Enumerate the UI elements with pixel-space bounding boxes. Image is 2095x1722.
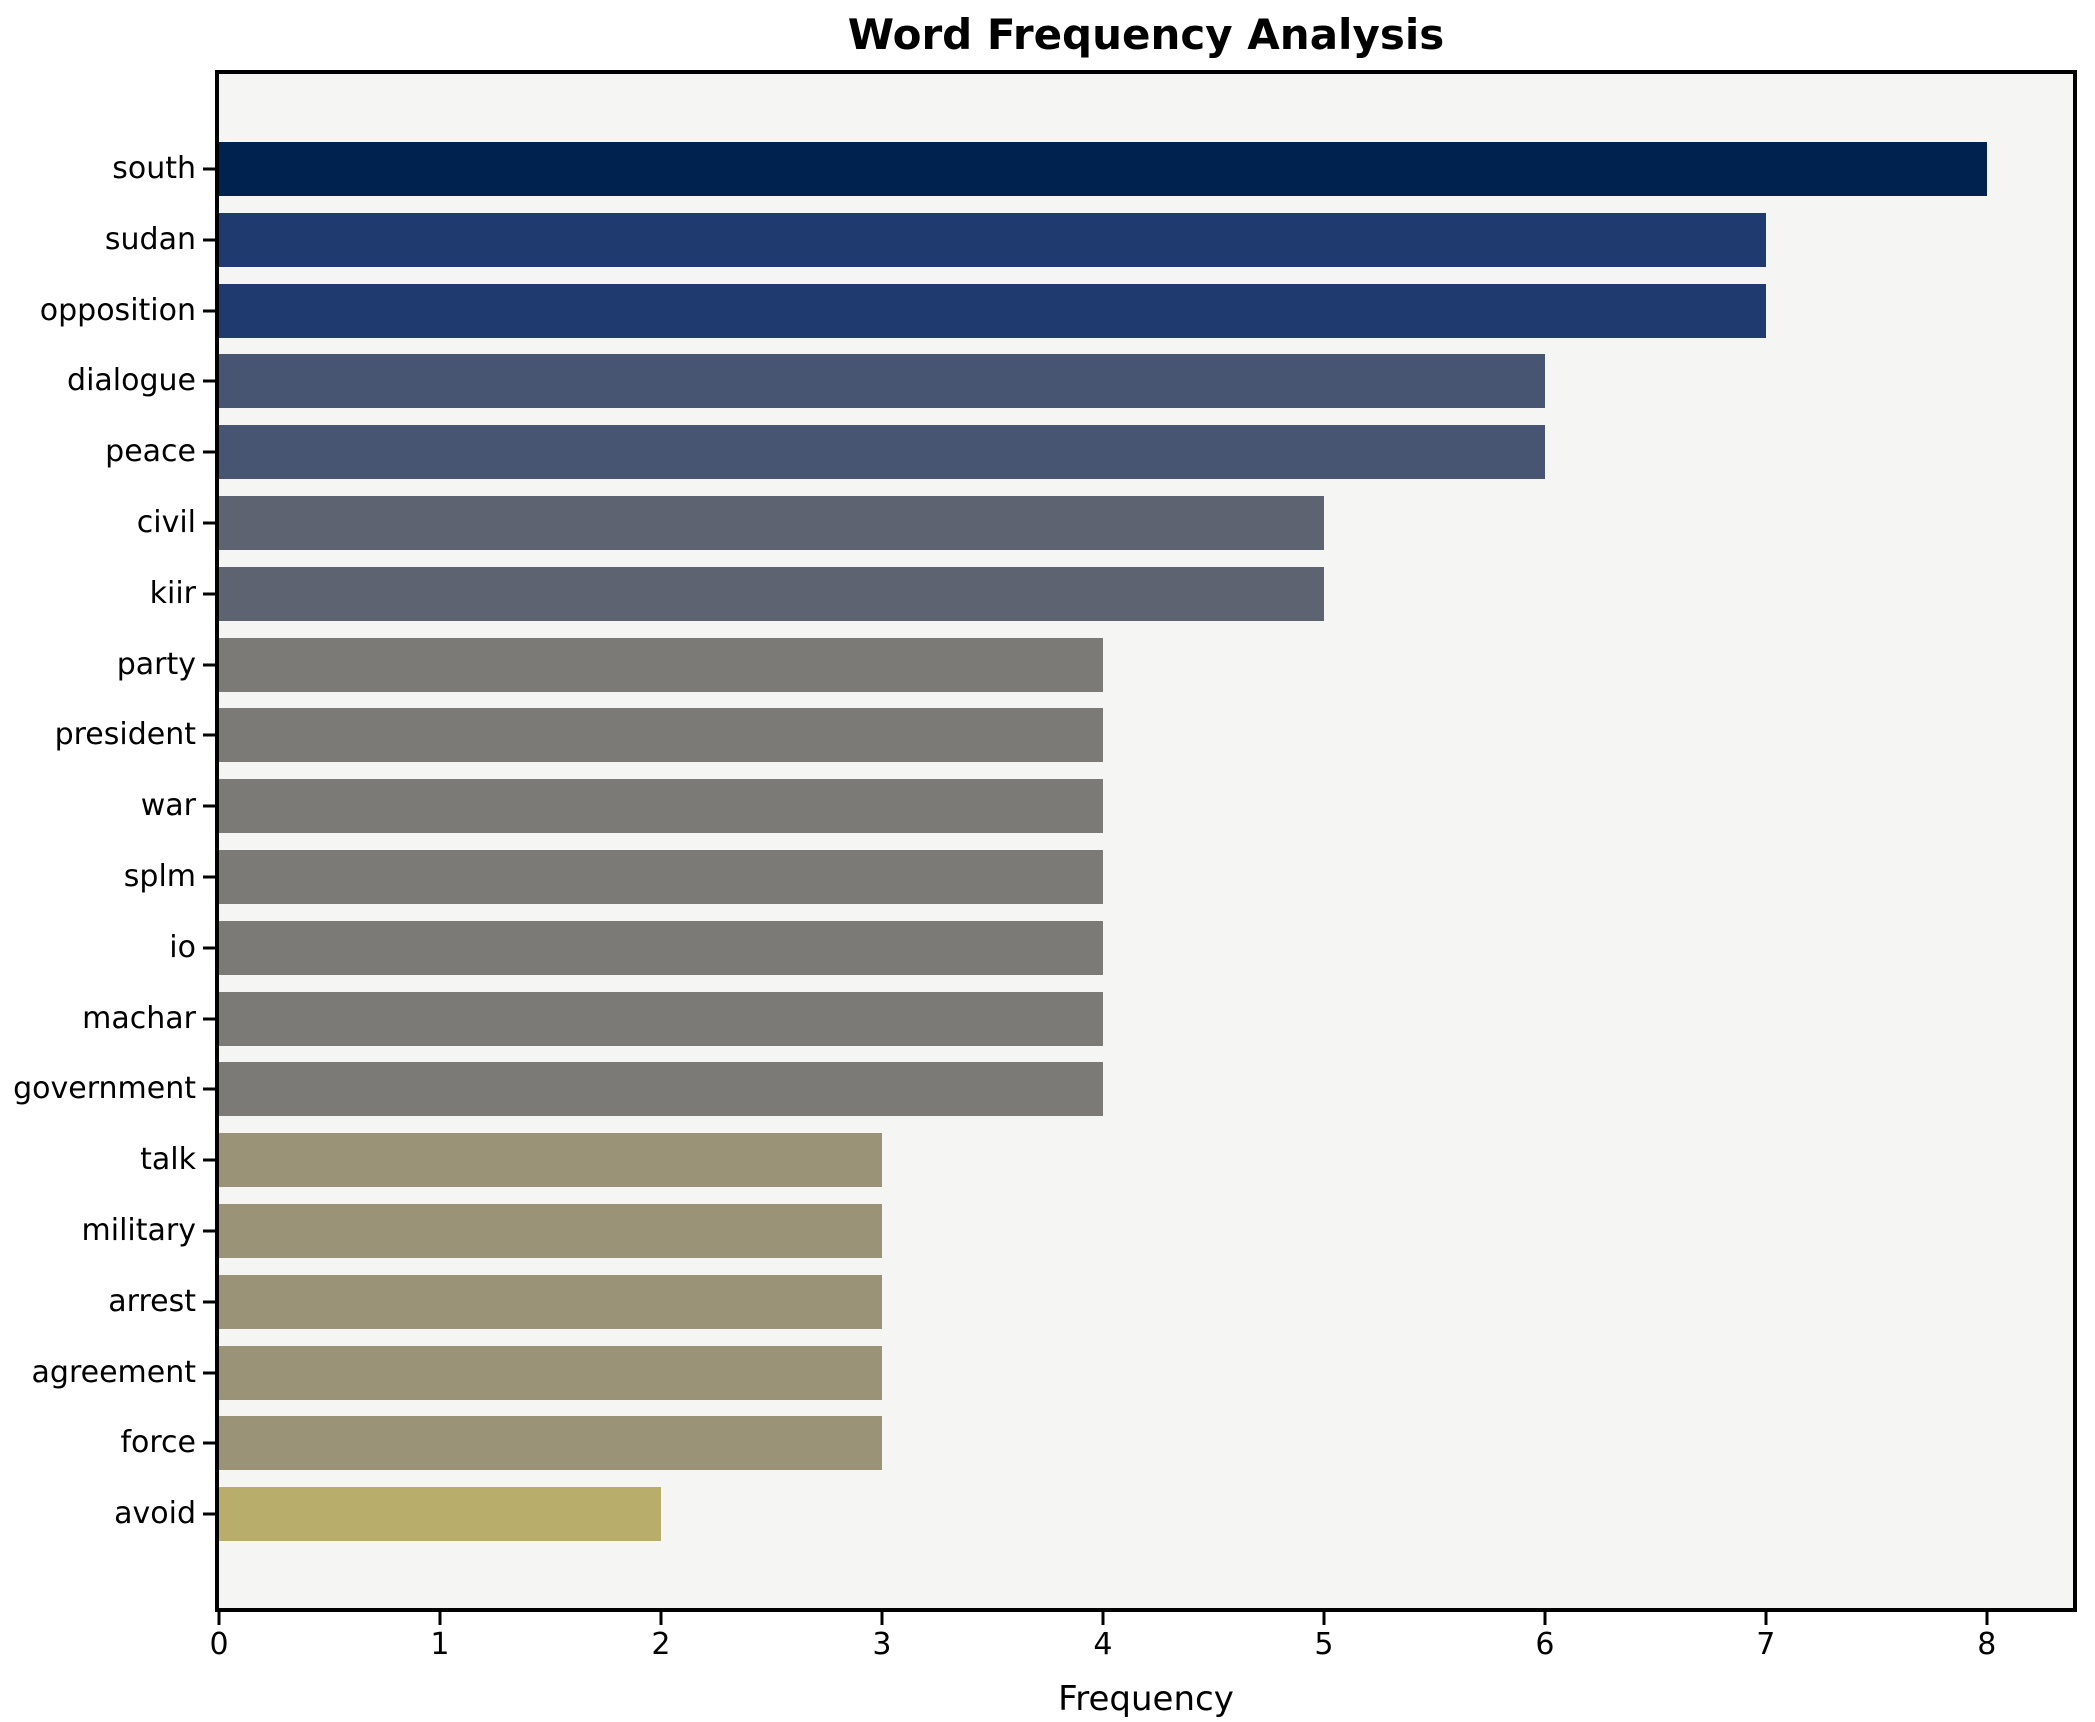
x-tick-label-0: 0: [209, 1627, 229, 1662]
x-tick-mark: [1322, 1612, 1326, 1625]
bar-splm: [219, 850, 1103, 904]
y-tick-mark: [203, 1300, 216, 1304]
x-tick-label-5: 5: [1314, 1627, 1334, 1662]
y-tick-label-force: force: [120, 1425, 196, 1461]
y-tick-mark: [203, 450, 216, 454]
y-tick-mark: [203, 1017, 216, 1021]
bar-kiir: [219, 566, 1324, 621]
y-tick-mark: [203, 167, 216, 171]
bar-war: [219, 779, 1103, 834]
x-tick-label-8: 8: [1977, 1627, 1997, 1662]
y-tick-label-south: south: [112, 151, 196, 186]
bar-president: [219, 708, 1103, 763]
y-tick-label-avoid: avoid: [114, 1496, 196, 1532]
bar-force: [219, 1416, 882, 1471]
y-tick-label-government: government: [13, 1071, 196, 1107]
y-tick-label-party: party: [116, 646, 196, 682]
x-tick-label-2: 2: [651, 1627, 671, 1662]
y-tick-label-agreement: agreement: [31, 1354, 196, 1390]
x-tick-mark: [438, 1612, 442, 1625]
x-tick-label-7: 7: [1756, 1627, 1776, 1662]
x-tick-mark: [1543, 1612, 1547, 1625]
x-tick-mark: [880, 1612, 884, 1625]
y-tick-mark: [203, 521, 216, 525]
bar-io: [219, 920, 1103, 975]
y-tick-mark: [203, 804, 216, 808]
y-tick-mark: [203, 238, 216, 242]
y-tick-label-kiir: kiir: [149, 575, 196, 611]
x-tick-label-6: 6: [1535, 1627, 1555, 1662]
y-tick-mark: [203, 1229, 216, 1233]
bar-government: [219, 1062, 1103, 1117]
y-tick-mark: [203, 1158, 216, 1162]
y-tick-label-io: io: [169, 929, 196, 965]
y-tick-label-machar: machar: [82, 1000, 196, 1036]
y-tick-mark: [203, 309, 216, 313]
y-tick-label-sudan: sudan: [104, 221, 196, 257]
y-tick-label-dialogue: dialogue: [67, 363, 196, 399]
bar-arrest: [219, 1274, 882, 1329]
bar-avoid: [219, 1487, 661, 1542]
y-tick-label-military: military: [81, 1213, 196, 1248]
bar-talk: [219, 1133, 882, 1188]
y-tick-label-splm: splm: [123, 859, 196, 894]
y-tick-label-civil: civil: [136, 505, 196, 540]
y-tick-label-opposition: opposition: [39, 292, 196, 328]
bar-dialogue: [219, 354, 1545, 409]
y-tick-mark: [203, 875, 216, 879]
chart-title: Word Frequency Analysis: [847, 10, 1445, 59]
y-tick-mark: [203, 1087, 216, 1091]
y-tick-mark: [203, 592, 216, 596]
y-tick-mark: [203, 379, 216, 383]
bar-opposition: [219, 283, 1766, 338]
bar-civil: [219, 496, 1324, 550]
bar-military: [219, 1204, 882, 1258]
bar-peace: [219, 425, 1545, 480]
plot-area: [215, 70, 2077, 1612]
bar-south: [219, 142, 1987, 196]
y-tick-label-president: president: [54, 717, 196, 753]
x-tick-mark: [217, 1612, 221, 1625]
x-tick-mark: [1764, 1612, 1768, 1625]
bar-sudan: [219, 212, 1766, 267]
y-tick-mark: [203, 1371, 216, 1375]
x-tick-label-1: 1: [430, 1627, 450, 1662]
x-tick-mark: [659, 1612, 663, 1625]
y-tick-mark: [203, 946, 216, 950]
y-tick-mark: [203, 1512, 216, 1516]
y-tick-mark: [203, 733, 216, 737]
x-tick-label-4: 4: [1093, 1627, 1113, 1662]
bar-agreement: [219, 1345, 882, 1400]
y-tick-label-peace: peace: [105, 434, 196, 470]
y-tick-mark: [203, 1441, 216, 1445]
bar-machar: [219, 991, 1103, 1046]
y-tick-label-war: war: [140, 788, 196, 824]
x-tick-mark: [1985, 1612, 1989, 1625]
bar-party: [219, 637, 1103, 692]
x-axis-title: Frequency: [1058, 1679, 1234, 1719]
x-tick-mark: [1101, 1612, 1105, 1625]
x-tick-label-3: 3: [872, 1627, 892, 1662]
y-tick-label-talk: talk: [140, 1142, 196, 1178]
y-tick-mark: [203, 663, 216, 667]
y-tick-label-arrest: arrest: [108, 1283, 196, 1319]
